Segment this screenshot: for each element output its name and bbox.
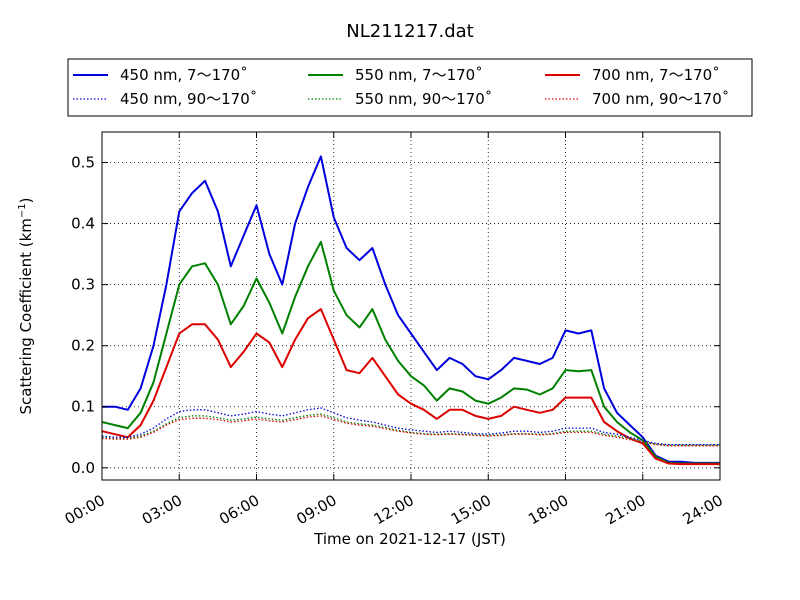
- series-line-5: [101, 415, 720, 447]
- legend-label: 700 nm, 7～170˚: [592, 66, 720, 84]
- series-line-1: [101, 240, 720, 465]
- legend-label: 700 nm, 90～170˚: [592, 90, 729, 108]
- series-line-3: [101, 407, 720, 446]
- x-tick-label: 21:00: [602, 491, 648, 528]
- legend-box: [67, 58, 753, 117]
- y-axis-label-main: Scattering Coefficient (km: [17, 218, 35, 414]
- chart-title: NL211217.dat: [346, 21, 473, 42]
- x-tick-label: 09:00: [293, 491, 339, 528]
- x-axis-label: Time on 2021-12-17 (JST): [313, 530, 506, 548]
- axis-ticks: 00:00 03:00 06:00 09:00 12:00 15:00 18:00 21:00…: [62, 132, 726, 528]
- grid: [102, 132, 720, 480]
- y-tick-label: 0.2: [71, 337, 95, 355]
- series-layer: [101, 155, 720, 466]
- y-tick-label: 0.5: [71, 154, 95, 172]
- x-tick-label: 24:00: [680, 491, 726, 528]
- legend-label: 550 nm, 7～170˚: [355, 66, 483, 84]
- series-line-2: [101, 308, 720, 466]
- y-tick-label: 0.4: [71, 215, 95, 233]
- x-tick-label: 00:00: [62, 491, 108, 528]
- y-tick-label: 0.3: [71, 276, 95, 294]
- legend: 450 nm, 7～170˚ 550 nm, 7～170˚ 700 nm, 7～17…: [67, 58, 753, 117]
- legend-label: 450 nm, 90～170˚: [120, 90, 257, 108]
- y-tick-label: 0.0: [71, 459, 95, 477]
- x-tick-label: 15:00: [448, 491, 494, 528]
- series-line-0: [102, 155, 720, 464]
- y-tick-label: 0.1: [71, 398, 95, 416]
- legend-label: 550 nm, 90～170˚: [355, 90, 492, 108]
- legend-label: 450 nm, 7～170˚: [120, 66, 248, 84]
- x-tick-label: 12:00: [371, 491, 417, 528]
- y-axis-label-end: ): [17, 197, 35, 203]
- x-tick-label: 03:00: [139, 491, 185, 528]
- y-axis-label: Scattering Coefficient (km−1): [17, 197, 35, 414]
- x-tick-label: 06:00: [216, 491, 262, 528]
- y-axis-label-superscript: −1: [17, 203, 28, 218]
- x-tick-label: 18:00: [525, 491, 571, 528]
